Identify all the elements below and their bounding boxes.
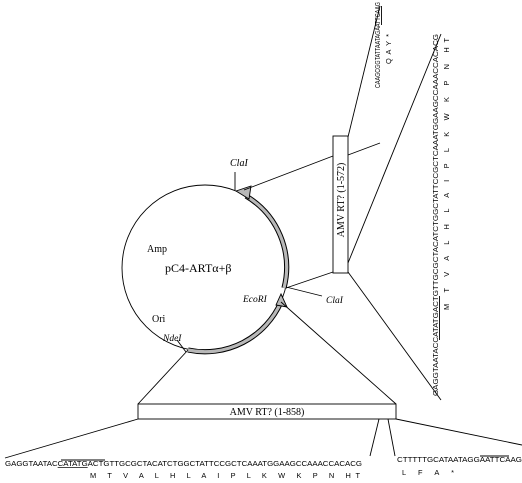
amp-label: Amp [147, 244, 167, 255]
plasmid-name: pC4-ARTα+β [165, 261, 231, 275]
connector-line [347, 5, 381, 138]
connector-line [387, 418, 396, 457]
connector-line [347, 142, 381, 156]
bottom-right-dna-sequence: CTTTTTGCATAATAG GAATTC AAG [397, 455, 522, 464]
clai-right-label: ClaI [326, 296, 344, 306]
connector-line [395, 418, 522, 446]
connector-line [369, 418, 380, 457]
insert-arrow-lower [187, 300, 284, 355]
vertical-top-amino-acids: Q A Y * [384, 34, 393, 64]
vertical-top-dna-sequence: CAAGCGGTATTAATAGAATTCAAG [373, 2, 382, 88]
horizontal-insert-label: AMV RT? (1-858) [230, 407, 305, 418]
clai-top-label: ClaI [230, 158, 248, 169]
insert-arrowhead-lower [275, 292, 288, 308]
bottom-right-amino-acids: L F A * [402, 468, 454, 477]
connector-line [4, 418, 139, 459]
connector-line [285, 271, 334, 289]
connector-line [280, 301, 397, 405]
ecori-label: EcoRI [242, 295, 268, 305]
connector-line [243, 155, 334, 191]
clai-right-tick [285, 286, 323, 297]
connector-line [347, 33, 442, 264]
ori-label: Ori [152, 314, 166, 325]
ndei-label: NdeI [162, 334, 182, 344]
ndei-tick [176, 339, 187, 353]
insert-arrow-upper [244, 193, 290, 289]
vertical-insert-label: AMV RT? (1-572) [336, 163, 347, 238]
horizontal-insert-box [137, 403, 397, 420]
insert-arrowhead-upper [234, 185, 252, 200]
vertical-long-amino-acids: M T V A L H L A I P L K W K P N HT [442, 38, 451, 310]
connector-line [137, 349, 189, 405]
connector-line [347, 271, 442, 401]
vertical-insert-box [332, 135, 349, 274]
bottom-amino-acids: M T V A L H L A I P L K W K P N HT [90, 471, 360, 480]
bottom-dna-sequence: GAGGTAATAC CATATG ACTGTTGCGCTACATCTGGCTATT… [5, 459, 362, 468]
vertical-long-dna-sequence: GAGGTAATACCATATGACTGTTGCGCTACATCTGGCTATT… [431, 34, 440, 396]
